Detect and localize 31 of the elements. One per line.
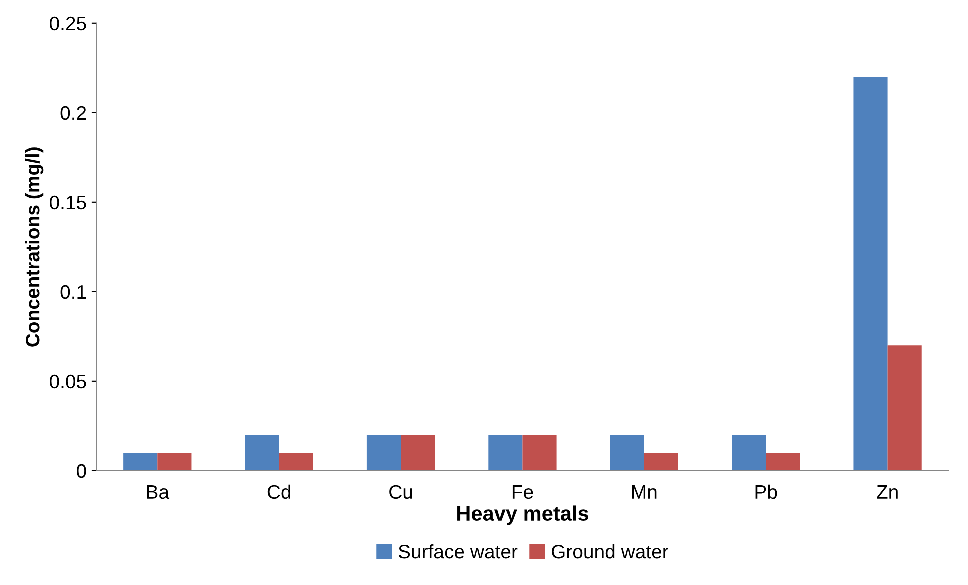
bar [158,453,192,471]
bar [488,435,523,471]
bar [279,453,314,471]
x-tick-label: Cu [390,485,412,500]
bar [644,453,678,471]
legend-label: Surface water [398,544,518,559]
y-axis-title: Concentrations (mg/l) [25,148,44,347]
bar [888,346,922,471]
legend-label: Ground water [552,544,669,559]
bar [610,435,644,471]
bar [732,435,766,471]
x-axis-title: Heavy metals [458,506,588,526]
y-tick-label: 0.1 [60,285,86,300]
bar [766,453,800,471]
x-tick-label: Zn [877,486,898,499]
x-tick-label: Mn [632,486,657,499]
y-tick-label: 0.15 [50,196,86,210]
y-tick-label: 0.05 [50,374,86,389]
y-tick-label: 0 [77,464,86,478]
x-tick-label: Cd [268,484,291,500]
bar [366,435,402,471]
x-tick-label: Pb [756,484,778,500]
x-tick-label: Ba [147,486,170,500]
bar [245,435,280,471]
bar [124,453,158,471]
bar [401,435,436,471]
y-tick-label: 0.25 [50,16,86,31]
bar [854,77,888,471]
bar [522,435,557,471]
x-tick-label: Fe [512,486,534,500]
y-tick-label: 0.2 [60,106,86,120]
